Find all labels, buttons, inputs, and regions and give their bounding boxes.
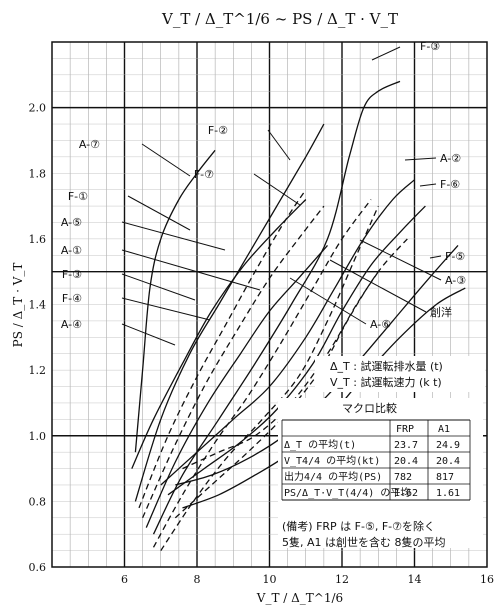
series-label: A-⑦ (79, 138, 100, 151)
y-tick-label: 2.0 (29, 102, 47, 115)
remark-line-2: 5隻, A1 は創世を含む 8隻の平均 (282, 535, 446, 549)
table-header-cell: FRP (396, 424, 414, 435)
series-label: F-④ (62, 292, 82, 305)
series-label-leader (121, 273, 196, 301)
y-tick-label: 1.4 (29, 299, 47, 312)
series-label: 創洋 (430, 305, 452, 319)
table-frp-cell: 1.62 (394, 488, 418, 499)
series-line (138, 189, 307, 509)
series-label: F-⑥ (440, 178, 460, 191)
y-axis-title: PS / Δ_T · V_T (11, 263, 25, 348)
series-label-leader (371, 46, 401, 61)
series-label-leader (121, 297, 211, 321)
series-label-leader (253, 173, 301, 206)
series-label-leader (121, 323, 176, 346)
series-label-leader (121, 249, 261, 291)
comparison-table: FRP A1 Δ_T の平均(t) 23.7 24.9 V_T4/4 の平均(kt) 20.… (281, 419, 471, 501)
y-tick-label: 1.0 (29, 430, 47, 443)
series-label-leader (141, 143, 191, 177)
series-line (134, 149, 216, 453)
series-label-leader (267, 129, 291, 161)
series-label: A-④ (61, 318, 82, 331)
series-line (131, 199, 307, 469)
series-label: A-③ (445, 274, 466, 287)
x-tick-label: 6 (121, 573, 128, 586)
series-line (145, 244, 328, 528)
y-tick-label: 1.6 (29, 233, 47, 246)
series-label: F-⑤ (445, 250, 465, 263)
x-axis-title: V_T / Δ_T^1/6 (256, 591, 343, 605)
series-line (152, 199, 372, 548)
table-al-cell: 1.61 (436, 488, 460, 499)
series-labels: F-③ A-⑦ F-② F-⑦ F-① A-⑤ A-① F-③ F-④ A-④ A-② F-⑥ F-⑤ A… (61, 40, 466, 346)
series-label: F-③ (420, 40, 440, 53)
series-line (142, 205, 325, 519)
table-frp-cell: 782 (394, 472, 412, 483)
series-label-leader (329, 259, 427, 313)
series-layer (131, 80, 466, 551)
y-tick-label: 0.8 (29, 495, 47, 508)
series-line (174, 238, 408, 519)
speed-definition: V_T : 試運転速力 (k t) (330, 375, 442, 389)
table-header-cell: A1 (438, 424, 450, 435)
series-label-leader (359, 239, 442, 281)
y-tick-label: 0.6 (29, 561, 47, 574)
series-line (160, 205, 379, 551)
plot-frame (51, 41, 488, 568)
table-row-label: V_T4/4 の平均(kt) (284, 455, 380, 467)
series-line (152, 80, 401, 535)
table-caption: マクロ比較 (342, 401, 397, 415)
series-label-leader (121, 221, 226, 251)
series-label: A-① (61, 244, 82, 257)
table-row-label: Δ_T の平均(t) (284, 439, 356, 451)
series-label-leader (127, 195, 191, 231)
table-al-cell: 24.9 (436, 440, 460, 451)
remark-line-1: (備考) FRP は F-⑤, F-⑦を除く (282, 519, 435, 533)
series-label-leader (429, 255, 442, 259)
series-label: F-⑦ (194, 168, 214, 181)
series-line (134, 123, 325, 502)
series-label-leader (289, 277, 367, 325)
x-tick-label: 10 (263, 573, 277, 586)
delta-definition: Δ_T : 試運転排水量 (t) (330, 359, 443, 373)
x-tick-label: 8 (194, 573, 201, 586)
table-al-cell: 817 (436, 472, 454, 483)
series-label: F-② (208, 124, 228, 137)
series-label: A-② (440, 152, 461, 165)
table-row-label: 出力4/4 の平均(PS) (284, 470, 382, 483)
series-label: F-① (68, 190, 88, 203)
table-bg (278, 398, 483, 548)
note-bg (315, 356, 485, 392)
table-frp-cell: 20.4 (394, 456, 418, 467)
tick-labels: 6 8 10 12 14 16 0.6 0.8 1.0 1.2 1.4 1.6 1.8 2.0 (29, 102, 495, 586)
series-label: A-⑥ (370, 318, 391, 331)
series-label-leader (404, 157, 437, 161)
table-frp-cell: 23.7 (394, 440, 418, 451)
series-label-leader (419, 183, 437, 187)
series-label: F-③ (62, 268, 82, 281)
table-row-label: PS/Δ_T·V_T(4/4) の平均 (284, 487, 410, 499)
y-tick-label: 1.2 (29, 364, 47, 377)
x-tick-label: 14 (408, 573, 422, 586)
series-label: A-⑤ (61, 216, 82, 229)
chart-title: V_T / Δ_T^1/6 ~ PS / Δ_T · V_T (161, 10, 398, 28)
series-line (160, 179, 415, 486)
table-al-cell: 20.4 (436, 456, 460, 467)
series-line (167, 205, 426, 496)
x-tick-label: 16 (480, 573, 494, 586)
x-tick-label: 12 (335, 573, 349, 586)
y-tick-label: 1.8 (29, 167, 47, 180)
